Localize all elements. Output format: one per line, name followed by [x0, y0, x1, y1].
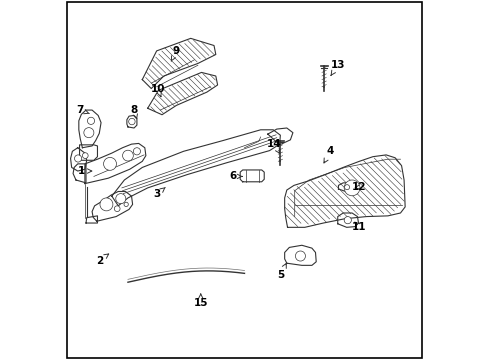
Text: 10: 10: [150, 84, 164, 97]
Text: 9: 9: [171, 46, 180, 61]
Polygon shape: [73, 164, 86, 183]
Polygon shape: [240, 170, 264, 182]
Circle shape: [116, 194, 125, 204]
Circle shape: [83, 128, 94, 138]
Circle shape: [122, 150, 133, 161]
Polygon shape: [147, 72, 217, 115]
Circle shape: [124, 202, 128, 207]
Polygon shape: [267, 128, 292, 145]
Polygon shape: [92, 192, 132, 221]
Polygon shape: [86, 216, 97, 223]
Circle shape: [295, 251, 305, 261]
Circle shape: [103, 157, 116, 170]
Polygon shape: [70, 148, 86, 171]
Text: 4: 4: [323, 146, 334, 163]
Text: 1: 1: [78, 166, 92, 176]
Text: 15: 15: [193, 294, 207, 308]
Circle shape: [100, 198, 113, 211]
Text: 5: 5: [276, 264, 286, 280]
Circle shape: [114, 206, 120, 212]
Circle shape: [344, 180, 359, 196]
Text: 12: 12: [351, 182, 366, 192]
Circle shape: [87, 117, 94, 125]
Polygon shape: [79, 110, 101, 148]
Text: 11: 11: [351, 222, 366, 231]
Polygon shape: [85, 143, 145, 184]
Circle shape: [74, 155, 81, 162]
Polygon shape: [126, 116, 137, 128]
Text: 13: 13: [330, 60, 344, 76]
Circle shape: [128, 118, 135, 125]
Circle shape: [344, 185, 349, 190]
Polygon shape: [338, 183, 355, 192]
Polygon shape: [284, 245, 316, 265]
Polygon shape: [284, 155, 405, 227]
Text: 8: 8: [130, 105, 138, 119]
Text: 7: 7: [77, 105, 89, 115]
Polygon shape: [112, 130, 280, 206]
Circle shape: [133, 148, 140, 155]
Text: 2: 2: [96, 254, 108, 266]
Circle shape: [82, 153, 88, 158]
Polygon shape: [80, 145, 97, 160]
Circle shape: [344, 217, 351, 224]
Text: 6: 6: [229, 171, 242, 181]
Text: 14: 14: [266, 139, 281, 153]
Polygon shape: [142, 39, 215, 89]
Text: 3: 3: [153, 188, 165, 199]
Polygon shape: [337, 213, 358, 227]
